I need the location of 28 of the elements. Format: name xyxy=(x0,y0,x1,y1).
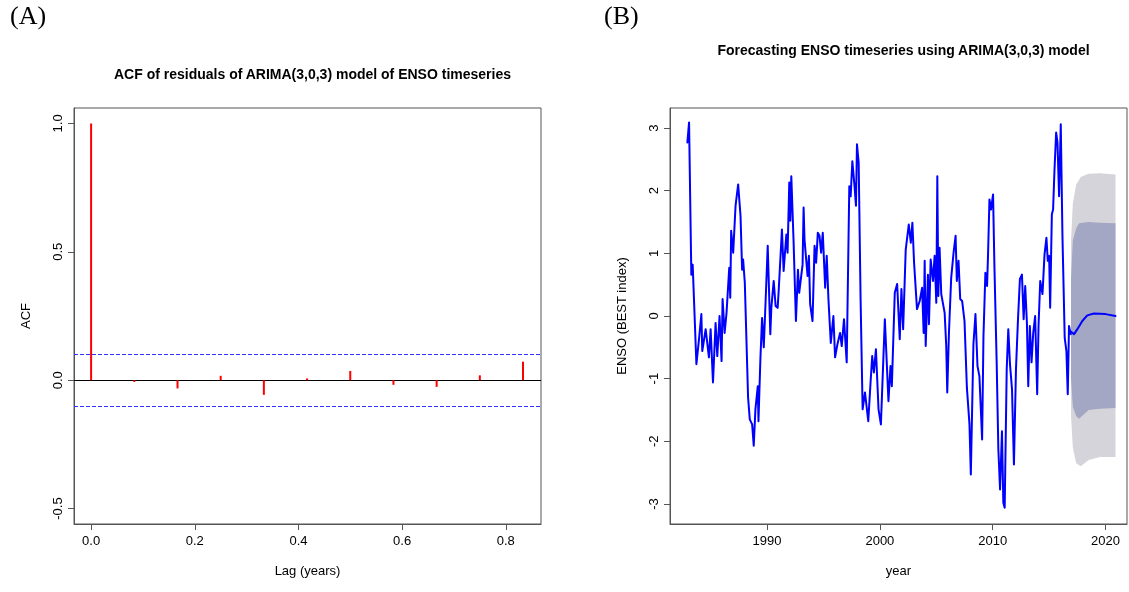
x-tick-label: 2000 xyxy=(865,533,895,548)
x-tick-label: 0.6 xyxy=(393,533,412,548)
x-tick-label: 1990 xyxy=(752,533,782,548)
y-tick-label: 2 xyxy=(646,187,661,195)
y-tick-label: 0 xyxy=(646,312,661,320)
x-axis-title: Lag (years) xyxy=(274,563,341,578)
x-tick-label: 2010 xyxy=(978,533,1008,548)
y-tick-label: 0.5 xyxy=(50,242,65,261)
y-tick-label: -0.5 xyxy=(50,497,65,520)
y-tick-label: 3 xyxy=(646,124,661,132)
text: (B) xyxy=(604,0,639,30)
y-axis-title: ACF xyxy=(18,302,33,329)
y-tick-label: 0.0 xyxy=(50,371,65,390)
x-tick-label: 0.8 xyxy=(496,533,515,548)
y-tick-label: 1 xyxy=(646,249,661,257)
x-tick-label: 0.0 xyxy=(82,533,101,548)
chart-title: ACF of residuals of ARIMA(3,0,3) model of ENSO timeseries xyxy=(113,66,512,82)
y-tick-label: -1 xyxy=(646,372,661,385)
y-tick-label: 1.0 xyxy=(50,114,65,133)
text: (A) xyxy=(10,0,47,30)
x-tick-label: 0.4 xyxy=(289,533,308,548)
chart-title: Forecasting ENSO timeseries using ARIMA(3,0,3) model xyxy=(717,42,1090,58)
y-axis-title: ENSO (BEST index) xyxy=(614,257,629,375)
y-tick-label: -3 xyxy=(646,498,661,510)
x-tick-label: 2020 xyxy=(1091,533,1121,548)
x-axis-title: year xyxy=(885,563,912,578)
x-tick-label: 0.2 xyxy=(185,533,204,548)
y-tick-label: -2 xyxy=(646,435,661,448)
